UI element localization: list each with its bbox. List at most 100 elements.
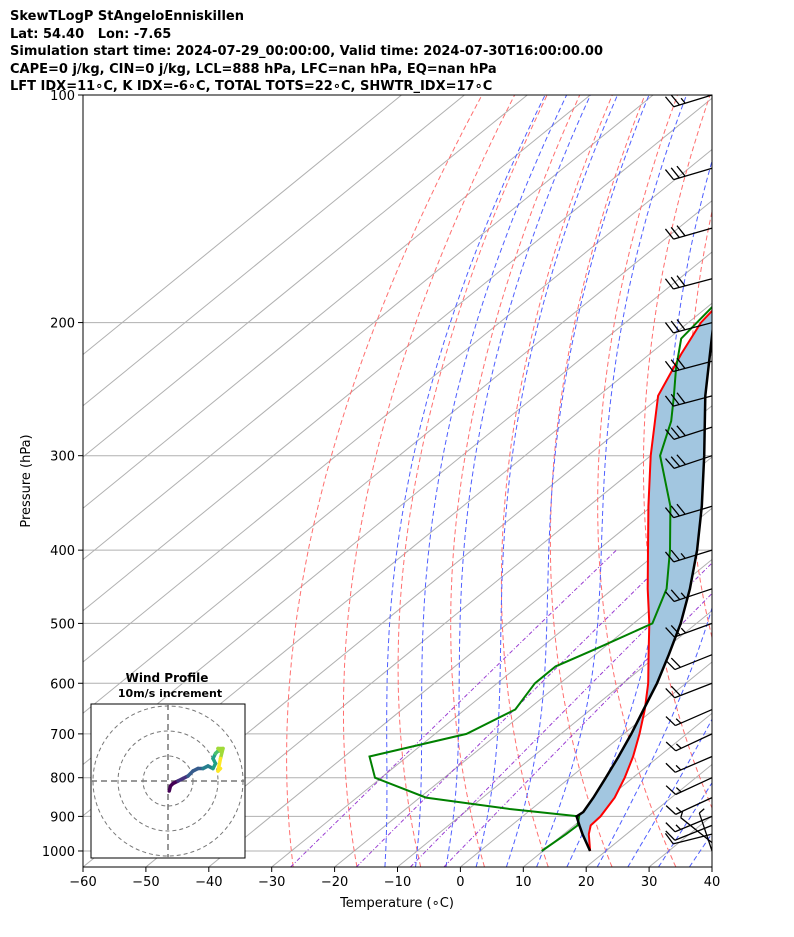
barb-flag	[670, 549, 681, 561]
barb-flag	[670, 167, 680, 179]
barb-flag	[664, 395, 674, 407]
simulation-time: Simulation start time: 2024-07-29_00:00:…	[10, 44, 603, 59]
moist-adiabat	[415, 95, 568, 867]
wind-barb	[665, 824, 713, 841]
y-tick-label: 100	[50, 89, 75, 104]
barb-flag	[676, 165, 686, 177]
barb-flag	[670, 589, 681, 600]
y-tick-label: 400	[50, 544, 75, 559]
wind-barb	[665, 755, 713, 773]
y-tick-label: 900	[50, 810, 75, 825]
axes: −60 −50 −40 −30 −20 −10 0 10 20 30 40 1000 900 800 700…	[42, 89, 720, 890]
hodograph-inset: Wind Profile 10m/s increment	[90, 671, 246, 859]
barb-flag	[664, 360, 674, 372]
barb-flag	[676, 454, 686, 465]
wind-barb	[680, 811, 713, 844]
barb-half-flag	[680, 592, 686, 599]
isotherm-line	[397, 610, 712, 867]
dry-adiabat	[397, 95, 548, 867]
barb-shaft	[673, 455, 713, 469]
isotherm-line	[83, 148, 712, 663]
barb-flag	[676, 319, 686, 331]
y-tick-label: 700	[50, 728, 75, 743]
barb-shaft	[674, 755, 713, 773]
moist-adiabat	[688, 832, 712, 867]
barb-shaft	[675, 777, 713, 796]
isotherm-line	[145, 405, 712, 867]
wind-barb	[664, 225, 713, 240]
isotherm-line	[83, 95, 402, 356]
barb-flag	[665, 822, 676, 833]
isotherm-line	[83, 200, 712, 714]
wind-barb	[698, 808, 713, 852]
wind-barb	[664, 94, 713, 108]
barb-flag	[670, 320, 680, 332]
barb-shaft	[674, 815, 713, 833]
barb-half-flag	[680, 552, 686, 559]
barb-flag	[664, 322, 674, 334]
barb-shaft	[673, 395, 713, 407]
dry-adiabat	[343, 95, 516, 867]
barb-shaft	[673, 94, 713, 108]
barb-flag	[670, 393, 680, 405]
wind-barb	[664, 392, 713, 407]
x-tick-label: −30	[258, 875, 285, 890]
barb-flag	[664, 507, 675, 519]
y-tick-label: 200	[50, 317, 75, 332]
barb-flag	[676, 357, 686, 369]
isotherm-line	[271, 507, 712, 867]
barb-half-flag	[680, 627, 687, 634]
barb-flag	[664, 833, 674, 845]
barb-shaft	[674, 622, 713, 638]
wind-barb	[665, 654, 713, 671]
y-tick-label: 800	[50, 772, 75, 787]
isotherm-line	[83, 95, 528, 458]
barb-flag	[665, 741, 677, 752]
wind-barb	[664, 357, 713, 373]
barb-flag	[665, 687, 676, 699]
x-tick-label: 0	[456, 875, 464, 890]
moist-adiabat	[505, 95, 650, 867]
y-tick-label: 1000	[42, 845, 75, 860]
x-tick-label: 40	[704, 875, 721, 890]
sounding-profiles	[368, 305, 712, 852]
isotherm-line	[208, 456, 712, 867]
parcel-profile	[575, 324, 712, 852]
x-tick-label: −40	[195, 875, 222, 890]
barb-flag	[665, 785, 677, 795]
barb-flag	[665, 805, 677, 815]
isotherm-line	[460, 661, 712, 867]
x-tick-label: −50	[132, 875, 159, 890]
barb-shaft	[675, 733, 713, 752]
barb-half-flag	[675, 824, 682, 830]
barb-shaft	[673, 167, 713, 181]
hodograph-segment	[216, 766, 223, 773]
barb-flag	[664, 228, 675, 240]
barb-shaft	[673, 549, 713, 563]
isotherm-line	[83, 95, 654, 561]
barb-flag	[676, 225, 686, 237]
hodograph-title: Wind Profile	[126, 671, 209, 685]
cape-cin-summary: CAPE=0 j/kg, CIN=0 j/kg, LCL=888 hPa, LF…	[10, 61, 497, 77]
wind-barb	[665, 733, 713, 752]
barb-flag	[670, 359, 680, 371]
stability-indices: LFT IDX=11∘C, K IDX=-6∘C, TOTAL TOTS=22∘…	[10, 79, 493, 94]
barb-shaft	[673, 588, 713, 603]
barb-half-flag	[680, 97, 686, 104]
barb-shaft	[698, 812, 713, 852]
wind-barb	[664, 833, 713, 845]
mixing-ratio-line	[410, 562, 712, 867]
wind-barb	[665, 682, 713, 699]
wind-barb	[665, 815, 713, 833]
isotherm-line	[522, 712, 712, 867]
isotherm-line	[83, 95, 465, 407]
barb-flag	[664, 429, 675, 440]
barb-shaft	[673, 360, 713, 373]
barb-half-flag	[675, 787, 682, 793]
wind-barbs	[664, 94, 713, 852]
x-tick-label: −60	[69, 875, 96, 890]
isotherm-line	[334, 558, 712, 867]
wind-barb	[664, 319, 713, 334]
temperature-profile	[587, 309, 712, 852]
